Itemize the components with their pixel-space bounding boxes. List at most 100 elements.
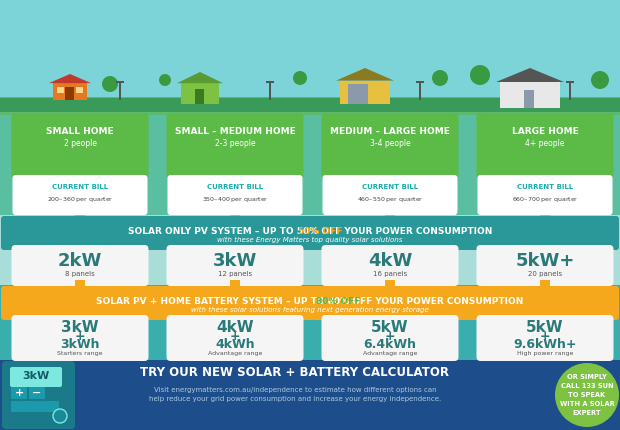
FancyBboxPatch shape (322, 315, 459, 361)
FancyBboxPatch shape (322, 175, 458, 215)
Text: 50% OFF: 50% OFF (298, 227, 343, 236)
Bar (540, 210, 550, 217)
Text: Visit energymatters.com.au/independence to estimate how different options can: Visit energymatters.com.au/independence … (154, 387, 436, 393)
Bar (116, 81, 124, 83)
Circle shape (102, 76, 118, 92)
Bar (181, 83, 219, 104)
Text: 5kW+: 5kW+ (515, 252, 575, 270)
Bar (0, 115, 620, 215)
Text: SOLAR ONLY PV SYSTEM – UP TO 50% OFF YOUR POWER CONSUMPTION: SOLAR ONLY PV SYSTEM – UP TO 50% OFF YOU… (128, 227, 492, 236)
Text: −: − (32, 388, 42, 398)
Text: 3kWh: 3kWh (60, 338, 100, 350)
FancyBboxPatch shape (12, 245, 149, 286)
Text: $200 – $360 per quarter: $200 – $360 per quarter (46, 194, 113, 203)
Bar (75, 280, 85, 287)
Bar (0, 97, 620, 115)
Text: 6.4kWh: 6.4kWh (363, 338, 417, 350)
Circle shape (293, 71, 307, 85)
Bar (53, 83, 87, 100)
Text: 5kW: 5kW (371, 319, 409, 335)
FancyBboxPatch shape (1, 216, 619, 250)
FancyBboxPatch shape (1, 286, 619, 320)
Circle shape (591, 71, 609, 89)
Polygon shape (177, 72, 223, 83)
Text: CURRENT BILL: CURRENT BILL (362, 184, 418, 190)
Text: with these Energy Matters top quality solar solutions: with these Energy Matters top quality so… (218, 237, 402, 243)
Text: Advantage range: Advantage range (208, 351, 262, 356)
Bar (0, 360, 620, 430)
FancyBboxPatch shape (167, 113, 304, 179)
Bar (540, 280, 550, 287)
Bar (0, 285, 620, 360)
Bar (0, 0, 620, 100)
Text: 8 panels: 8 panels (65, 271, 95, 277)
Text: 4kW: 4kW (216, 319, 254, 335)
Bar (266, 81, 274, 83)
FancyBboxPatch shape (11, 387, 27, 399)
Text: $460 – $550 per quarter: $460 – $550 per quarter (356, 194, 423, 203)
Text: 3-4 people: 3-4 people (370, 138, 410, 147)
FancyBboxPatch shape (12, 175, 148, 215)
Text: +: + (539, 329, 551, 343)
Bar (75, 210, 85, 217)
Bar (0, 215, 620, 285)
FancyBboxPatch shape (167, 175, 303, 215)
Text: 3kW: 3kW (213, 252, 257, 270)
Text: 4+ people: 4+ people (525, 138, 565, 147)
Circle shape (470, 65, 490, 85)
Bar (569, 82, 571, 100)
Text: 4kW: 4kW (368, 252, 412, 270)
FancyBboxPatch shape (35, 401, 47, 412)
Bar (65, 87, 74, 100)
Text: 2kW: 2kW (58, 252, 102, 270)
Polygon shape (49, 74, 91, 83)
Bar (419, 82, 421, 100)
Text: OR SIMPLY
CALL 133 SUN
TO SPEAK
WITH A SOLAR
EXPERT: OR SIMPLY CALL 133 SUN TO SPEAK WITH A S… (560, 374, 614, 416)
Circle shape (53, 409, 67, 423)
Text: 5kW: 5kW (526, 319, 564, 335)
FancyBboxPatch shape (477, 113, 614, 179)
FancyBboxPatch shape (11, 401, 23, 412)
Bar (0, 98, 620, 112)
Text: 20 panels: 20 panels (528, 271, 562, 277)
Bar (230, 280, 240, 287)
Circle shape (159, 74, 171, 86)
Text: +: + (229, 329, 241, 343)
Circle shape (555, 363, 619, 427)
Bar (385, 210, 395, 217)
Polygon shape (496, 68, 564, 82)
Bar (348, 84, 368, 104)
Text: 3kW: 3kW (61, 319, 99, 335)
FancyBboxPatch shape (10, 367, 62, 387)
FancyBboxPatch shape (477, 315, 614, 361)
FancyBboxPatch shape (12, 113, 149, 179)
Text: Starters range: Starters range (57, 351, 103, 356)
Text: Advantage range: Advantage range (363, 351, 417, 356)
FancyBboxPatch shape (322, 113, 459, 179)
FancyBboxPatch shape (29, 387, 45, 399)
Bar (416, 81, 424, 83)
Text: SMALL – MEDIUM HOME: SMALL – MEDIUM HOME (175, 126, 295, 135)
Text: help reduce your grid power consumption and increase your energy independence.: help reduce your grid power consumption … (149, 396, 441, 402)
Bar (57, 87, 64, 93)
Text: 12 panels: 12 panels (218, 271, 252, 277)
FancyBboxPatch shape (322, 245, 459, 286)
Text: $350 – $400 per quarter: $350 – $400 per quarter (202, 194, 268, 203)
Text: High power range: High power range (517, 351, 573, 356)
Text: MEDIUM – LARGE HOME: MEDIUM – LARGE HOME (330, 126, 450, 135)
FancyBboxPatch shape (47, 401, 59, 412)
Polygon shape (336, 68, 394, 80)
Bar (195, 89, 204, 104)
Bar (340, 80, 390, 104)
FancyBboxPatch shape (12, 315, 149, 361)
Bar (566, 81, 574, 83)
Text: 9.6kWh+: 9.6kWh+ (513, 338, 577, 350)
Bar (500, 82, 560, 108)
Bar (385, 280, 395, 287)
Bar (76, 87, 83, 93)
Circle shape (432, 70, 448, 86)
Text: LARGE HOME: LARGE HOME (512, 126, 578, 135)
FancyBboxPatch shape (477, 175, 613, 215)
Text: CURRENT BILL: CURRENT BILL (52, 184, 108, 190)
Text: with these solar solutions featuring next generation energy storage: with these solar solutions featuring nex… (191, 307, 429, 313)
